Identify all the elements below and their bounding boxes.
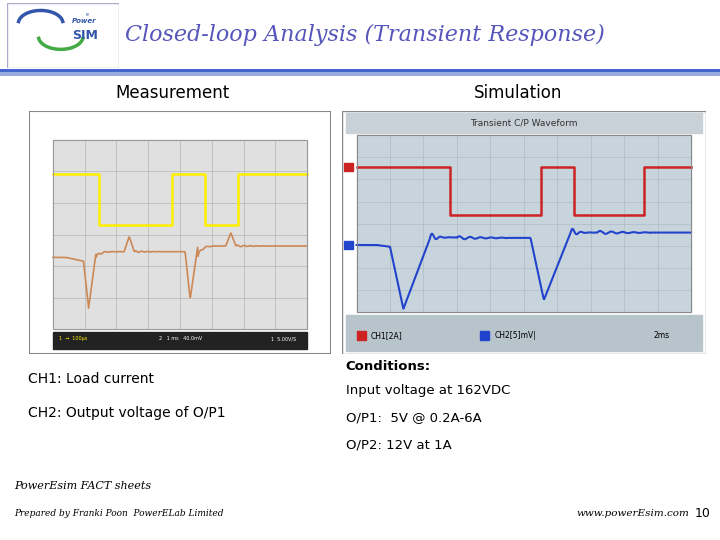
Text: 1  5.00V/S: 1 5.00V/S bbox=[271, 336, 296, 341]
Text: Prepared by Franki Poon  PowerELab Limited: Prepared by Franki Poon PowerELab Limite… bbox=[14, 509, 224, 518]
Text: Transient C/P Waveform: Transient C/P Waveform bbox=[470, 118, 577, 127]
Text: Input voltage at 162VDC: Input voltage at 162VDC bbox=[346, 383, 510, 396]
Text: Closed-loop Analysis (Transient Response): Closed-loop Analysis (Transient Response… bbox=[125, 24, 605, 46]
Bar bbox=[480, 330, 490, 340]
Text: CH1: Load current: CH1: Load current bbox=[28, 372, 154, 386]
Bar bbox=[356, 135, 691, 312]
Text: CH2[5]mV|: CH2[5]mV| bbox=[495, 331, 536, 340]
Bar bbox=[356, 135, 691, 312]
Text: 2   1 ms   40.0mV: 2 1 ms 40.0mV bbox=[159, 336, 202, 341]
Text: CH2: Output voltage of O/P1: CH2: Output voltage of O/P1 bbox=[28, 406, 225, 420]
Text: O/P1:  5V @ 0.2A-6A: O/P1: 5V @ 0.2A-6A bbox=[346, 411, 482, 424]
Text: www.powerEsim.com: www.powerEsim.com bbox=[576, 509, 689, 518]
Bar bbox=[356, 330, 366, 340]
Text: SIM: SIM bbox=[72, 29, 98, 42]
Text: Measurement: Measurement bbox=[116, 84, 230, 102]
Text: CH1[2A]: CH1[2A] bbox=[371, 331, 402, 340]
Text: 10: 10 bbox=[695, 507, 711, 520]
Text: 1  →  100μs: 1 → 100μs bbox=[59, 336, 87, 341]
Text: Power: Power bbox=[72, 18, 96, 24]
Text: 2ms: 2ms bbox=[654, 331, 670, 340]
Bar bbox=[53, 140, 307, 329]
Text: Simulation: Simulation bbox=[474, 84, 562, 102]
Bar bbox=[346, 315, 702, 352]
Bar bbox=[53, 140, 307, 329]
Bar bbox=[344, 163, 353, 171]
Text: Conditions:: Conditions: bbox=[346, 360, 431, 373]
Bar bbox=[53, 332, 307, 349]
Text: e: e bbox=[86, 12, 89, 17]
Bar bbox=[346, 113, 702, 133]
Text: O/P2: 12V at 1A: O/P2: 12V at 1A bbox=[346, 438, 451, 451]
Bar bbox=[344, 241, 353, 249]
Text: PowerEsim FACT sheets: PowerEsim FACT sheets bbox=[14, 481, 151, 490]
